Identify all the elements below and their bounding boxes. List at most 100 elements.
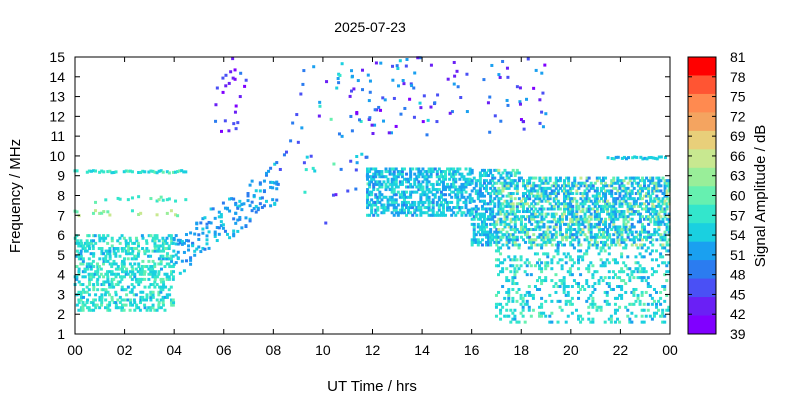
signal-point <box>581 210 585 214</box>
signal-point <box>591 186 595 190</box>
signal-point <box>577 220 581 224</box>
signal-point <box>480 215 484 219</box>
signal-point <box>464 200 468 204</box>
signal-point <box>587 225 591 229</box>
signal-point <box>659 184 663 188</box>
signal-point <box>579 210 583 214</box>
signal-point <box>118 295 122 299</box>
colorbar-segment <box>688 186 716 206</box>
signal-point <box>358 118 362 122</box>
signal-point <box>558 299 562 303</box>
signal-point <box>402 193 406 197</box>
signal-point <box>589 243 593 247</box>
signal-point <box>122 298 126 302</box>
signal-point <box>409 167 413 171</box>
signal-point <box>470 238 474 242</box>
signal-point <box>114 267 118 271</box>
signal-point <box>368 167 372 171</box>
signal-point <box>262 204 266 208</box>
signal-point <box>626 273 630 277</box>
signal-point <box>583 252 587 256</box>
signal-point <box>558 220 562 224</box>
signal-point <box>618 305 622 309</box>
signal-point <box>446 203 450 207</box>
signal-point <box>544 233 548 237</box>
signal-point <box>417 188 421 192</box>
signal-point <box>311 166 315 170</box>
signal-point <box>456 200 460 204</box>
signal-point <box>527 285 531 289</box>
signal-point <box>653 210 657 214</box>
signal-point <box>480 207 484 211</box>
signal-point <box>593 243 597 247</box>
signal-point <box>554 194 558 198</box>
signal-point <box>378 170 382 174</box>
signal-point <box>565 235 569 239</box>
signal-point <box>476 207 480 211</box>
signal-point <box>102 257 106 261</box>
signal-point <box>554 220 558 224</box>
signal-point <box>123 275 127 279</box>
signal-point <box>593 222 597 226</box>
signal-point <box>361 88 365 92</box>
signal-point <box>542 217 546 221</box>
signal-point <box>653 204 657 208</box>
signal-point <box>544 189 548 193</box>
signal-point <box>493 225 497 229</box>
signal-point <box>654 311 658 315</box>
signal-point <box>425 195 429 199</box>
signal-point <box>526 189 530 193</box>
signal-point <box>638 243 642 247</box>
signal-point <box>174 234 178 238</box>
signal-point <box>454 185 458 189</box>
signal-point <box>657 155 661 159</box>
signal-point <box>262 179 266 183</box>
signal-point <box>448 200 452 204</box>
signal-point <box>118 301 122 305</box>
signal-point <box>215 239 219 243</box>
signal-point <box>82 295 86 299</box>
signal-point <box>149 267 153 271</box>
signal-point <box>130 290 134 294</box>
signal-point <box>635 155 639 159</box>
signal-point <box>131 249 135 253</box>
signal-point <box>618 270 622 274</box>
signal-point <box>614 186 618 190</box>
signal-point <box>595 210 599 214</box>
signal-point <box>665 181 669 185</box>
signal-point <box>153 244 157 248</box>
signal-point <box>612 215 616 219</box>
signal-point <box>102 210 106 214</box>
signal-point <box>448 170 452 174</box>
signal-point <box>431 206 435 210</box>
signal-point <box>620 293 624 297</box>
signal-point <box>365 155 369 159</box>
signal-point <box>480 233 484 237</box>
signal-point <box>603 249 607 253</box>
signal-point <box>493 240 497 244</box>
signal-point <box>550 267 554 271</box>
signal-point <box>542 176 546 180</box>
colorbar-segment <box>688 112 716 132</box>
signal-point <box>147 272 151 276</box>
signal-point <box>489 194 493 198</box>
signal-point <box>352 87 356 91</box>
signal-point <box>441 206 445 210</box>
signal-point <box>171 277 175 281</box>
signal-point <box>140 265 144 269</box>
signal-point <box>157 303 161 307</box>
signal-point <box>554 176 558 180</box>
signal-point <box>106 306 110 310</box>
y-tick-label: 2 <box>57 306 65 322</box>
signal-point <box>538 311 542 315</box>
signal-point <box>480 168 484 172</box>
signal-point <box>374 203 378 207</box>
signal-point <box>511 282 515 286</box>
signal-point <box>659 220 663 224</box>
signal-point <box>523 302 527 306</box>
signal-point <box>81 308 85 312</box>
signal-point <box>654 302 658 306</box>
signal-point <box>368 182 372 186</box>
signal-point <box>548 240 552 244</box>
signal-point <box>606 156 610 160</box>
